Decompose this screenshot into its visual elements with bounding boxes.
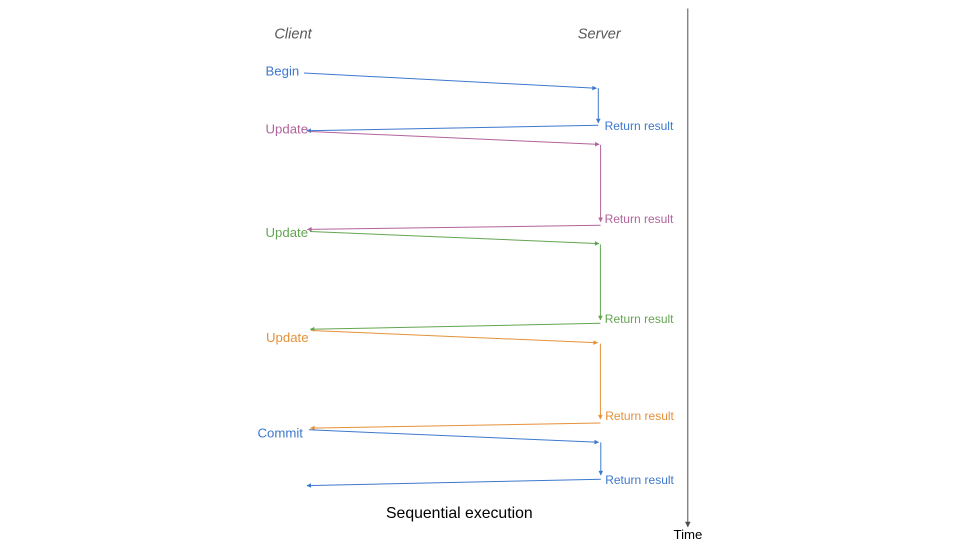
svg-text:Update: Update [266, 122, 309, 137]
svg-text:Return result: Return result [605, 212, 674, 226]
svg-text:Return result: Return result [605, 409, 674, 423]
svg-text:Commit: Commit [258, 426, 304, 441]
svg-text:Return result: Return result [605, 119, 674, 133]
svg-text:Server: Server [578, 27, 622, 43]
svg-text:Update: Update [266, 330, 309, 345]
svg-text:Sequential execution: Sequential execution [386, 505, 533, 522]
svg-text:Update: Update [266, 225, 309, 240]
svg-text:Return result: Return result [605, 312, 674, 326]
svg-text:Client: Client [274, 27, 312, 43]
svg-text:Time: Time [674, 527, 703, 540]
svg-text:Begin: Begin [266, 64, 300, 79]
svg-text:Return result: Return result [605, 473, 674, 487]
